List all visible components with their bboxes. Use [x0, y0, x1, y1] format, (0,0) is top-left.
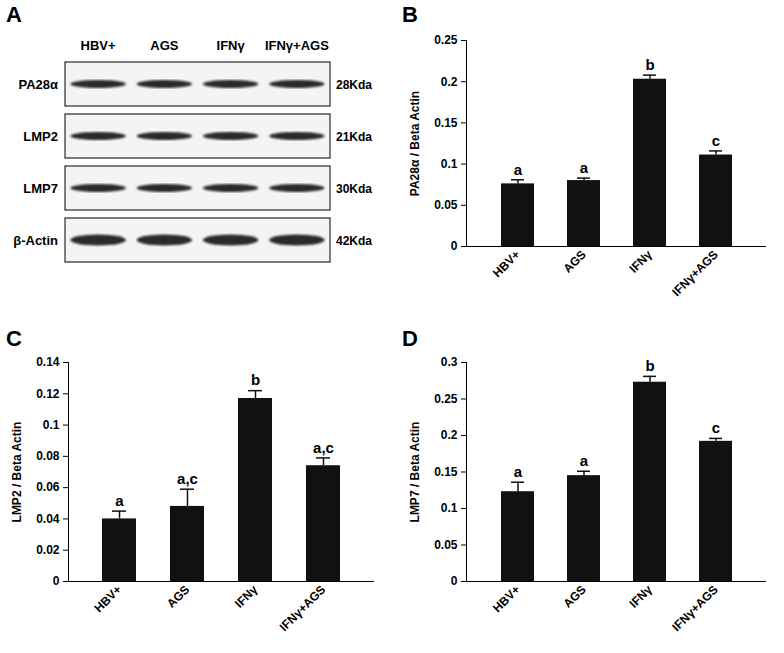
svg-text:IFNγ: IFNγ — [627, 247, 656, 276]
svg-text:a: a — [514, 161, 523, 178]
svg-text:0.25: 0.25 — [434, 392, 458, 406]
svg-text:0.1: 0.1 — [441, 501, 458, 515]
svg-text:0.2: 0.2 — [441, 428, 458, 442]
svg-text:c: c — [712, 132, 720, 149]
svg-text:β-Actin: β-Actin — [13, 233, 58, 248]
svg-text:42Kda: 42Kda — [336, 234, 372, 248]
svg-text:b: b — [645, 56, 654, 73]
svg-text:IFNγ: IFNγ — [627, 582, 656, 611]
svg-text:a: a — [580, 452, 589, 469]
svg-text:LMP7 / Beta Actin: LMP7 / Beta Actin — [408, 422, 422, 523]
svg-text:PA28α: PA28α — [18, 77, 58, 92]
svg-text:0.2: 0.2 — [441, 75, 458, 89]
svg-text:IFNγ: IFNγ — [217, 38, 246, 53]
svg-text:0: 0 — [451, 239, 458, 253]
svg-text:IFNγ+AGS: IFNγ+AGS — [277, 582, 329, 634]
html-text:C: C — [6, 326, 22, 351]
svg-text:0.1: 0.1 — [43, 418, 60, 432]
svg-text:AGS: AGS — [561, 247, 589, 275]
html-text:A: A — [6, 2, 22, 27]
svg-text:0.02: 0.02 — [36, 543, 60, 557]
svg-text:a: a — [580, 159, 589, 176]
svg-text:0.04: 0.04 — [36, 512, 60, 526]
svg-text:IFNγ+AGS: IFNγ+AGS — [265, 38, 329, 53]
svg-text:0: 0 — [53, 574, 60, 588]
svg-text:0.12: 0.12 — [36, 387, 60, 401]
svg-text:a: a — [514, 463, 523, 480]
svg-text:IFNγ+AGS: IFNγ+AGS — [669, 582, 721, 634]
html-text:D: D — [402, 326, 418, 351]
svg-text:AGS: AGS — [150, 38, 179, 53]
svg-text:LMP7: LMP7 — [23, 181, 58, 196]
svg-text:IFNγ+AGS: IFNγ+AGS — [669, 247, 721, 299]
svg-text:0.3: 0.3 — [441, 355, 458, 369]
svg-text:21Kda: 21Kda — [336, 130, 372, 144]
svg-text:HBV+: HBV+ — [92, 582, 125, 615]
svg-text:a,c: a,c — [313, 439, 334, 456]
svg-text:AGS: AGS — [164, 582, 192, 610]
svg-text:0.05: 0.05 — [434, 538, 458, 552]
svg-text:AGS: AGS — [561, 582, 589, 610]
svg-text:a,c: a,c — [177, 470, 198, 487]
svg-text:28Kda: 28Kda — [336, 78, 372, 92]
svg-text:0.08: 0.08 — [36, 449, 60, 463]
svg-text:0.06: 0.06 — [36, 480, 60, 494]
svg-text:b: b — [645, 357, 654, 374]
svg-text:0.15: 0.15 — [434, 465, 458, 479]
svg-text:0: 0 — [451, 574, 458, 588]
svg-text:0.25: 0.25 — [434, 33, 458, 47]
svg-text:PA28α / Beta Actin: PA28α / Beta Actin — [408, 91, 422, 196]
svg-text:LMP2 / Beta Actin: LMP2 / Beta Actin — [10, 422, 24, 523]
svg-text:0.14: 0.14 — [36, 355, 60, 369]
svg-text:HBV+: HBV+ — [490, 582, 523, 615]
svg-text:IFNγ: IFNγ — [232, 582, 261, 611]
svg-text:HBV+: HBV+ — [490, 247, 523, 280]
svg-text:b: b — [251, 371, 260, 388]
svg-text:a: a — [115, 492, 124, 509]
svg-text:0.05: 0.05 — [434, 198, 458, 212]
svg-text:c: c — [712, 419, 720, 436]
svg-text:HBV+: HBV+ — [81, 38, 116, 53]
html-text:B: B — [402, 2, 418, 27]
svg-text:LMP2: LMP2 — [23, 129, 58, 144]
svg-text:0.15: 0.15 — [434, 116, 458, 130]
svg-text:30Kda: 30Kda — [336, 182, 372, 196]
svg-text:0.1: 0.1 — [441, 157, 458, 171]
